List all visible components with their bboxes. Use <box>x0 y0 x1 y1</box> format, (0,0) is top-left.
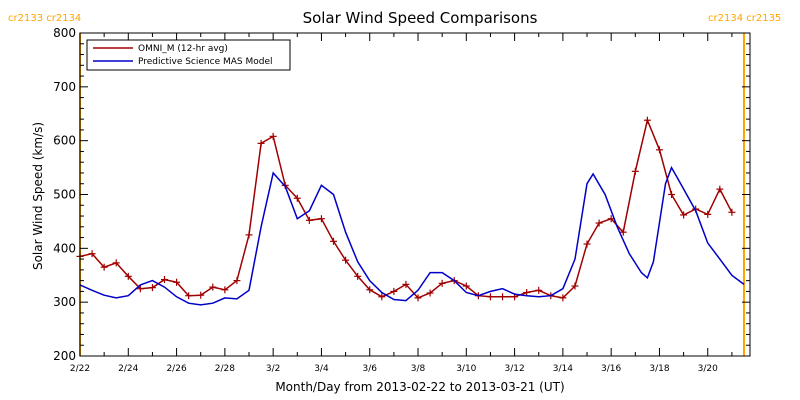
omni-data-point <box>704 210 712 218</box>
carrington-label: cr2133 cr2134 <box>8 13 81 24</box>
x-tick-label: 3/18 <box>649 364 669 374</box>
y-tick-label: 300 <box>53 295 76 309</box>
legend-entry-mas: Predictive Science MAS Model <box>138 57 273 67</box>
y-tick-label: 400 <box>53 241 76 255</box>
x-axis-label: Month/Day from 2013-02-22 to 2013-03-21 … <box>275 380 564 394</box>
x-tick-label: 3/14 <box>553 364 573 374</box>
omni-data-point <box>161 276 169 284</box>
legend-entry-omni: OMNI_M (12-hr avg) <box>138 44 228 54</box>
omni-data-point <box>438 279 446 287</box>
omni-data-point <box>354 272 362 280</box>
y-tick-label: 200 <box>53 349 76 363</box>
omni-data-point <box>257 139 265 147</box>
x-tick-label: 2/28 <box>215 364 235 374</box>
omni-data-point <box>583 240 591 248</box>
omni-data-point <box>643 116 651 124</box>
omni-data-point <box>378 293 386 301</box>
omni-data-point <box>462 282 470 290</box>
carrington-label: cr2134 cr2135 <box>708 13 781 24</box>
x-tick-label: 3/16 <box>601 364 621 374</box>
series-lines <box>76 116 745 306</box>
omni-data-point <box>342 256 350 264</box>
omni-data-point <box>245 231 253 239</box>
mas-series-line <box>79 165 745 306</box>
omni-data-point <box>728 208 736 216</box>
y-tick-label: 600 <box>53 134 76 148</box>
omni-series-line <box>79 117 733 299</box>
x-tick-label: 3/12 <box>504 364 524 374</box>
y-tick-label: 500 <box>53 188 76 202</box>
omni-data-point <box>402 280 410 288</box>
omni-data-point <box>595 219 603 227</box>
omni-data-point <box>366 286 374 294</box>
x-tick-label: 2/22 <box>70 364 90 374</box>
omni-data-point <box>233 277 241 285</box>
omni-data-point <box>124 272 132 280</box>
y-tick-label: 700 <box>53 80 76 94</box>
x-tick-label: 3/4 <box>314 364 329 374</box>
omni-data-point <box>173 278 181 286</box>
omni-data-point <box>559 294 567 302</box>
omni-data-point <box>136 285 144 293</box>
legend-box <box>86 39 291 71</box>
plot-frame <box>79 32 751 357</box>
chart-title: Solar Wind Speed Comparisons <box>303 9 538 27</box>
x-tick-label: 3/20 <box>698 364 718 374</box>
omni-data-point <box>185 292 193 300</box>
x-tick-label: 3/8 <box>411 364 426 374</box>
omni-data-point <box>88 250 96 258</box>
omni-data-point <box>486 293 494 301</box>
x-tick-label: 2/24 <box>118 364 138 374</box>
omni-data-point <box>197 291 205 299</box>
omni-data-point <box>414 294 422 302</box>
x-tick-label: 3/10 <box>456 364 476 374</box>
omni-data-point <box>293 194 301 202</box>
omni-data-point <box>317 215 325 223</box>
x-tick-label: 3/6 <box>362 364 377 374</box>
omni-data-point <box>499 293 507 301</box>
axis-ticks: 200 300 400 500 600 700 800 2/22 2/24 2/26 2/28 3/2… <box>53 26 750 374</box>
legend: OMNI_M (12-hr avg) Predictive Science MA… <box>86 39 291 71</box>
omni-data-point <box>390 287 398 295</box>
omni-data-point <box>631 167 639 175</box>
omni-data-point <box>100 263 108 271</box>
omni-data-point <box>209 283 217 291</box>
omni-data-point <box>269 132 277 140</box>
omni-data-point <box>716 185 724 193</box>
omni-data-point <box>305 216 313 224</box>
x-tick-label: 2/26 <box>166 364 186 374</box>
omni-data-point <box>330 237 338 245</box>
y-tick-label: 800 <box>53 26 76 40</box>
x-tick-label: 3/2 <box>266 364 280 374</box>
omni-data-point <box>112 259 120 267</box>
omni-data-point <box>655 146 663 154</box>
omni-data-point <box>148 284 156 292</box>
omni-data-point <box>619 228 627 236</box>
omni-data-point <box>535 286 543 294</box>
omni-data-point <box>668 191 676 198</box>
omni-data-point <box>523 288 531 296</box>
y-axis-label: Solar Wind Speed (km/s) <box>31 122 45 270</box>
omni-data-point <box>426 289 434 297</box>
omni-data-point <box>680 211 688 219</box>
omni-data-point <box>571 282 579 290</box>
omni-data-point <box>221 286 229 294</box>
